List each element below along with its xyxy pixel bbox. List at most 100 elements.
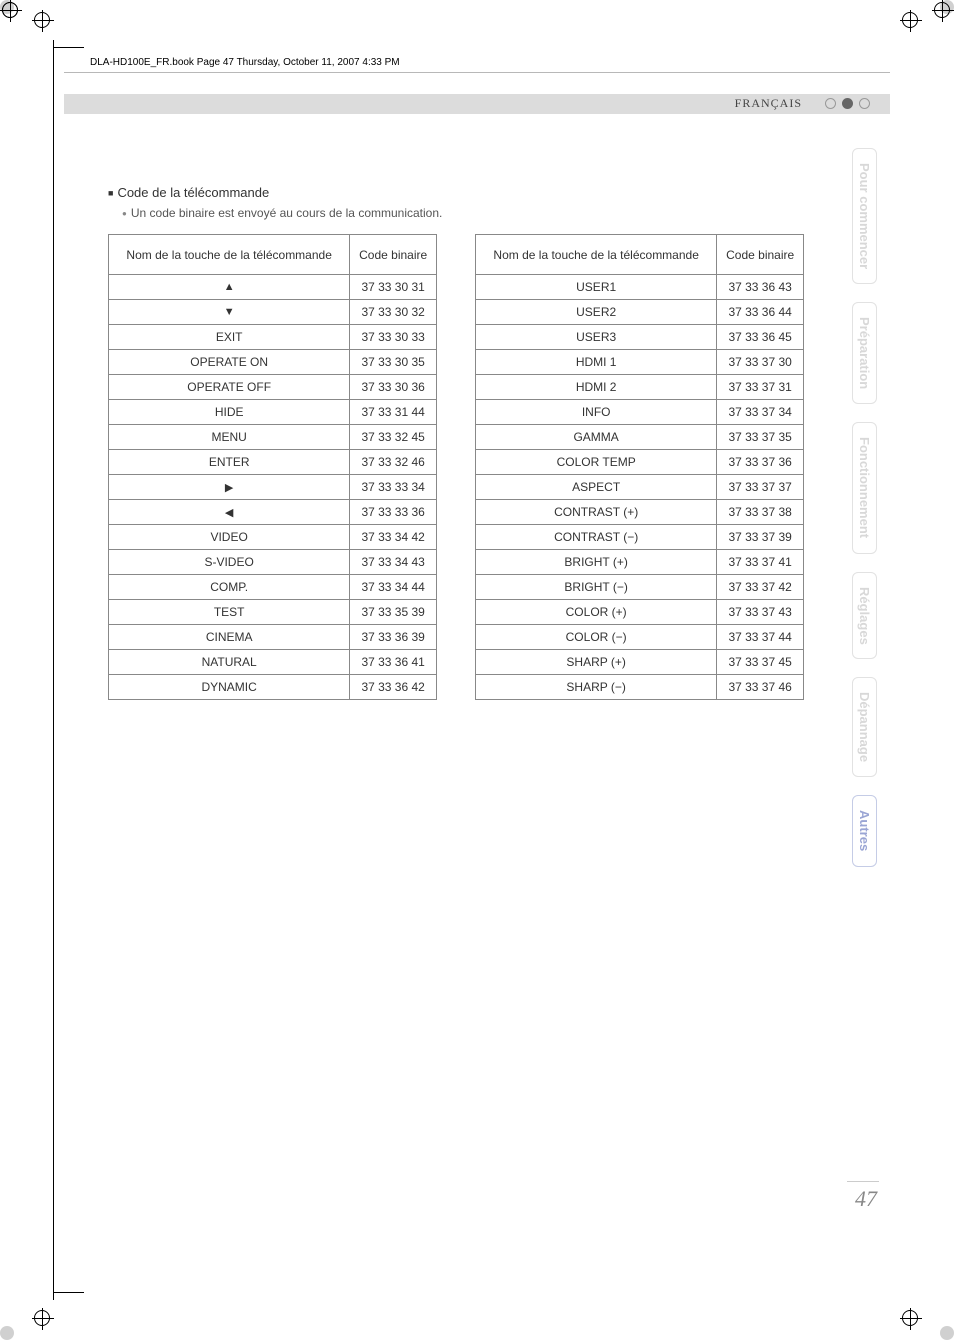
remote-key-name: HIDE	[109, 400, 350, 425]
file-meta-line: DLA-HD100E_FR.book Page 47 Thursday, Oct…	[90, 57, 400, 68]
table-row: TEST37 33 35 39	[109, 600, 437, 625]
remote-key-name: ▲	[109, 275, 350, 300]
remote-key-code: 37 33 36 45	[717, 325, 804, 350]
code-tables: Nom de la touche de la télécommande Code…	[108, 234, 804, 700]
main-content: Code de la télécommande Un code binaire …	[108, 185, 804, 700]
remote-key-name: INFO	[476, 400, 717, 425]
remote-key-name: VIDEO	[109, 525, 350, 550]
remote-key-name: ▼	[109, 300, 350, 325]
remote-key-name: ENTER	[109, 450, 350, 475]
remote-key-name: S-VIDEO	[109, 550, 350, 575]
remote-key-code: 37 33 30 32	[350, 300, 437, 325]
table-header-name: Nom de la touche de la télécommande	[109, 235, 350, 275]
remote-key-code: 37 33 37 39	[717, 525, 804, 550]
remote-key-name: OPERATE OFF	[109, 375, 350, 400]
remote-key-name: ASPECT	[476, 475, 717, 500]
remote-key-name: CONTRAST (+)	[476, 500, 717, 525]
table-row: COLOR (+)37 33 37 43	[476, 600, 804, 625]
table-row: VIDEO37 33 34 42	[109, 525, 437, 550]
section-tab[interactable]: Préparation	[852, 302, 877, 404]
table-header-name: Nom de la touche de la télécommande	[476, 235, 717, 275]
remote-key-name: EXIT	[109, 325, 350, 350]
remote-key-code: 37 33 37 34	[717, 400, 804, 425]
remote-key-name: SHARP (+)	[476, 650, 717, 675]
remote-key-name: COLOR (−)	[476, 625, 717, 650]
remote-key-code: 37 33 30 36	[350, 375, 437, 400]
section-tab[interactable]: Dépannage	[852, 677, 877, 777]
table-row: ▶37 33 33 34	[109, 475, 437, 500]
remote-key-code: 37 33 37 45	[717, 650, 804, 675]
remote-key-name: BRIGHT (−)	[476, 575, 717, 600]
remote-key-code: 37 33 37 36	[717, 450, 804, 475]
table-row: CINEMA37 33 36 39	[109, 625, 437, 650]
remote-key-code: 37 33 37 35	[717, 425, 804, 450]
remote-key-code: 37 33 32 46	[350, 450, 437, 475]
remote-key-name: CONTRAST (−)	[476, 525, 717, 550]
remote-key-code: 37 33 34 43	[350, 550, 437, 575]
remote-key-name: ▶	[109, 475, 350, 500]
remote-key-name: COMP.	[109, 575, 350, 600]
remote-key-code: 37 33 30 35	[350, 350, 437, 375]
section-tab[interactable]: Pour commencer	[852, 148, 877, 284]
remote-key-name: GAMMA	[476, 425, 717, 450]
table-row: BRIGHT (−)37 33 37 42	[476, 575, 804, 600]
table-row: OPERATE ON37 33 30 35	[109, 350, 437, 375]
remote-key-code: 37 33 35 39	[350, 600, 437, 625]
table-header-code: Code binaire	[350, 235, 437, 275]
table-row: HIDE37 33 31 44	[109, 400, 437, 425]
remote-key-code: 37 33 36 42	[350, 675, 437, 700]
language-bar: FRANÇAIS	[64, 94, 890, 114]
remote-key-code: 37 33 34 44	[350, 575, 437, 600]
table-row: ASPECT37 33 37 37	[476, 475, 804, 500]
table-row: ▲37 33 30 31	[109, 275, 437, 300]
remote-key-code: 37 33 31 44	[350, 400, 437, 425]
remote-key-code: 37 33 37 46	[717, 675, 804, 700]
dot-hollow-icon	[859, 98, 870, 109]
table-header-code: Code binaire	[717, 235, 804, 275]
table-row: ◀37 33 33 36	[109, 500, 437, 525]
spine-hairline-bottom	[54, 1292, 84, 1293]
remote-key-code: 37 33 37 31	[717, 375, 804, 400]
table-row: CONTRAST (−)37 33 37 39	[476, 525, 804, 550]
remote-key-name: COLOR TEMP	[476, 450, 717, 475]
table-row: BRIGHT (+)37 33 37 41	[476, 550, 804, 575]
dot-hollow-icon	[825, 98, 836, 109]
language-label: FRANÇAIS	[735, 96, 802, 111]
remote-key-code: 37 33 36 43	[717, 275, 804, 300]
table-row: SHARP (−)37 33 37 46	[476, 675, 804, 700]
remote-key-code: 37 33 30 31	[350, 275, 437, 300]
table-row: S-VIDEO37 33 34 43	[109, 550, 437, 575]
section-tab[interactable]: Fonctionnement	[852, 422, 877, 553]
table-row: COMP.37 33 34 44	[109, 575, 437, 600]
remote-key-name: USER3	[476, 325, 717, 350]
spine-hairline-top	[54, 47, 84, 48]
remote-key-code: 37 33 34 42	[350, 525, 437, 550]
table-row: USER237 33 36 44	[476, 300, 804, 325]
remote-key-name: DYNAMIC	[109, 675, 350, 700]
page-number: 47	[855, 1186, 877, 1212]
remote-key-name: COLOR (+)	[476, 600, 717, 625]
remote-key-name: USER2	[476, 300, 717, 325]
remote-key-name: BRIGHT (+)	[476, 550, 717, 575]
table-row: OPERATE OFF37 33 30 36	[109, 375, 437, 400]
page-spine	[53, 40, 54, 1300]
remote-key-name: USER1	[476, 275, 717, 300]
table-row: ENTER37 33 32 46	[109, 450, 437, 475]
remote-key-name: HDMI 1	[476, 350, 717, 375]
remote-key-name: TEST	[109, 600, 350, 625]
section-tab[interactable]: Réglages	[852, 572, 877, 660]
remote-key-code: 37 33 37 38	[717, 500, 804, 525]
dot-filled-icon	[842, 98, 853, 109]
remote-key-name: CINEMA	[109, 625, 350, 650]
table-row: EXIT37 33 30 33	[109, 325, 437, 350]
table-row: USER337 33 36 45	[476, 325, 804, 350]
language-dots	[825, 98, 870, 109]
page-number-rule	[847, 1181, 879, 1182]
section-tabs: Pour commencer Préparation Fonctionnement R…	[852, 148, 882, 885]
table-row: MENU37 33 32 45	[109, 425, 437, 450]
remote-key-name: HDMI 2	[476, 375, 717, 400]
section-tab[interactable]: Autres	[852, 795, 877, 866]
table-row: HDMI 237 33 37 31	[476, 375, 804, 400]
remote-codes-table-right: Nom de la touche de la télécommande Code…	[475, 234, 804, 700]
remote-key-code: 37 33 30 33	[350, 325, 437, 350]
